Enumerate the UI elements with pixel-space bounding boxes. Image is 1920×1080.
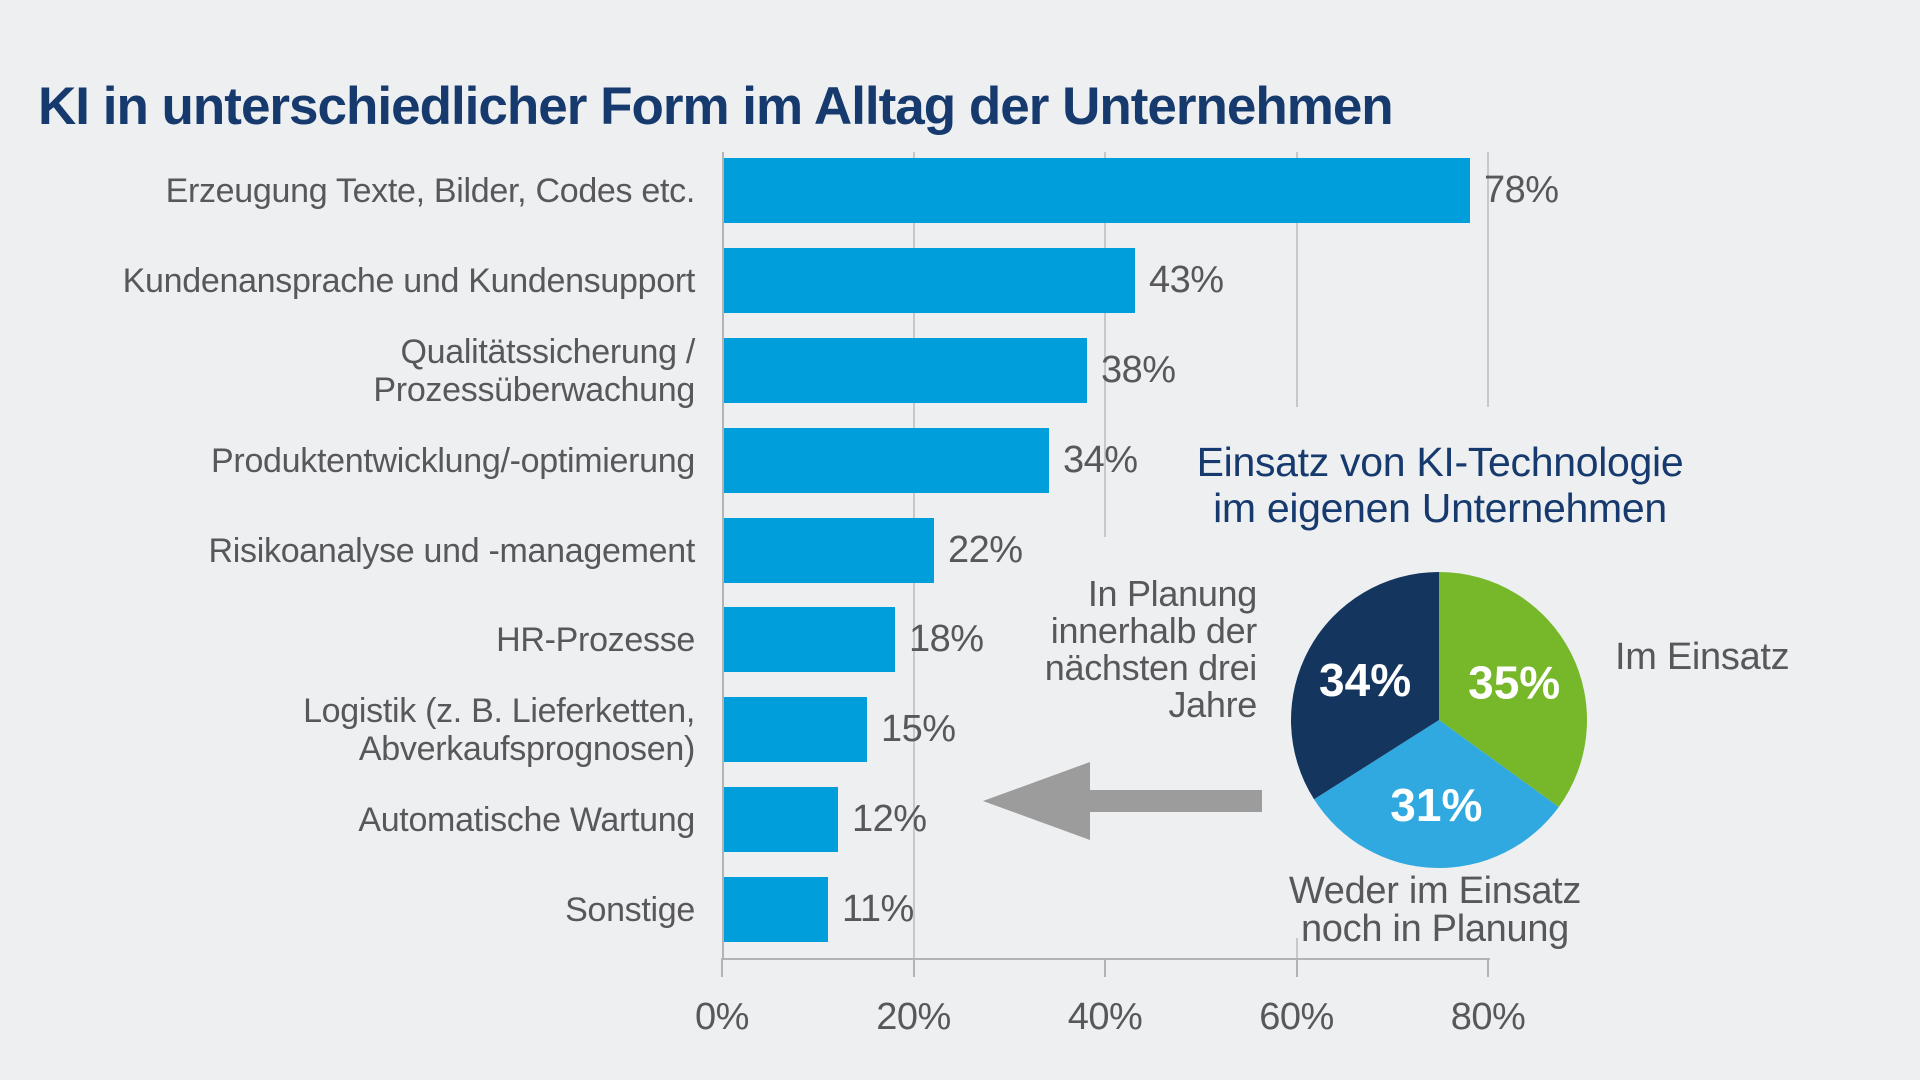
axis-tick — [721, 958, 723, 977]
bar-value-label: 12% — [852, 798, 927, 840]
bar-value-label: 11% — [842, 888, 914, 930]
axis-tick-label: 80% — [1450, 996, 1526, 1038]
pie-label-in-planung: In Planung innerhalb der nächsten drei J… — [1044, 573, 1258, 725]
pie-slice — [1291, 572, 1439, 800]
pie-slice — [1439, 572, 1587, 807]
pie-slice-value: 31% — [1390, 779, 1482, 831]
bar — [723, 697, 867, 762]
bar-value-label: 78% — [1484, 169, 1559, 211]
bar-value-label: 22% — [948, 529, 1023, 571]
bar-value-label: 18% — [909, 618, 984, 660]
bar-category-label: Qualitätssicherung / Prozessüberwachung — [373, 332, 695, 409]
pie-slice — [1314, 720, 1559, 869]
x-axis-line — [722, 958, 1490, 960]
bar-value-label: 34% — [1063, 439, 1138, 481]
pie-slice-value: 34% — [1319, 654, 1411, 706]
gridline-80 — [1487, 152, 1489, 407]
bar — [723, 428, 1049, 493]
bar — [723, 518, 934, 583]
bar-category-label: Risikoanalyse und -management — [208, 531, 696, 570]
gridline-40 — [1104, 152, 1106, 537]
pie-label-im-einsatz: Im Einsatz — [1615, 636, 1790, 678]
axis-tick — [1104, 958, 1106, 977]
bar-value-label: 43% — [1149, 259, 1224, 301]
bar — [723, 877, 828, 942]
gridline-60 — [1295, 152, 1298, 407]
axis-tick — [1295, 958, 1298, 977]
bar-category-label: Produktentwicklung/-optimierung — [211, 441, 695, 480]
bar — [723, 787, 838, 852]
pie-chart-title-line1: Einsatz von KI-Technologie — [1196, 439, 1684, 485]
bar-category-label: HR-Prozesse — [496, 620, 695, 659]
bar-category-label: Logistik (z. B. Lieferketten, Abverkaufs… — [303, 691, 695, 768]
bar-category-label: Sonstige — [565, 890, 695, 929]
bar-category-label: Erzeugung Texte, Bilder, Codes etc. — [165, 171, 696, 210]
pie-slice-value: 35% — [1468, 656, 1560, 708]
left-arrow — [983, 762, 1262, 840]
bar — [723, 607, 895, 672]
axis-tick — [1487, 958, 1489, 977]
gridline-60 — [1295, 938, 1298, 958]
bar — [723, 248, 1135, 313]
axis-tick-label: 20% — [876, 996, 951, 1038]
bar — [723, 338, 1087, 403]
y-axis-line — [722, 152, 724, 958]
axis-tick-label: 40% — [1067, 996, 1143, 1038]
bar-value-label: 15% — [881, 708, 956, 750]
axis-tick-label: 0% — [695, 996, 749, 1038]
axis-tick — [912, 958, 915, 977]
pie-chart-title-line2: im eigenen Unternehmen — [1213, 485, 1667, 531]
bar — [723, 158, 1470, 223]
bar-value-label: 38% — [1101, 349, 1176, 391]
page-title: KI in unterschiedlicher Form im Alltag d… — [38, 76, 1394, 136]
bar-category-label: Kundenansprache und Kundensupport — [122, 261, 696, 300]
pie-label-weder-im-einsatz: Weder im Einsatz noch in Planung — [1288, 870, 1582, 950]
axis-tick-label: 60% — [1259, 996, 1334, 1038]
bar-category-label: Automatische Wartung — [358, 800, 695, 839]
